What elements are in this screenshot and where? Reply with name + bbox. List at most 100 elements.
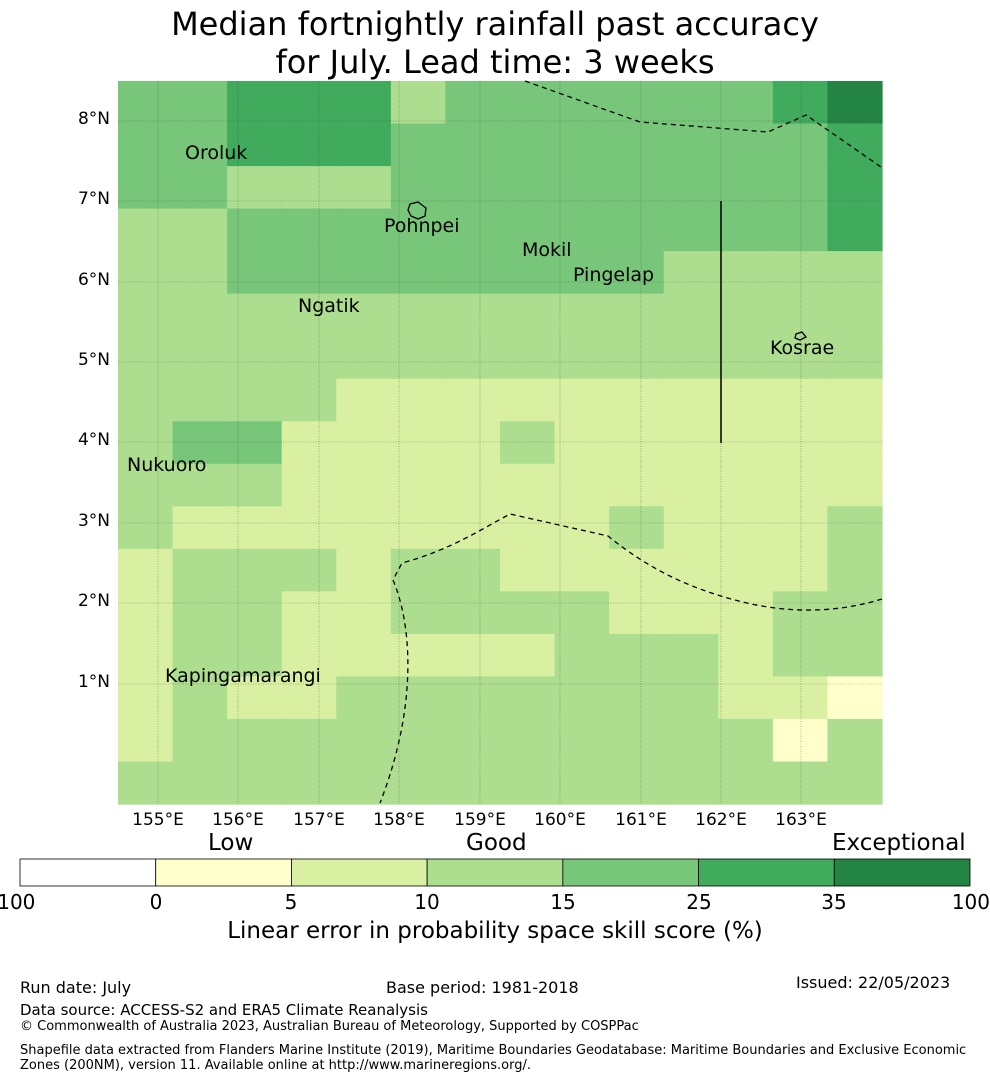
kosrae-outline	[794, 331, 808, 341]
skill-cell	[500, 548, 556, 592]
skill-cell	[609, 123, 665, 167]
skill-cell	[663, 208, 719, 252]
skill-cell	[772, 293, 829, 337]
skill-cell	[390, 81, 447, 125]
skill-cell	[718, 81, 774, 125]
skill-cell	[609, 251, 665, 295]
skill-cell	[118, 591, 174, 635]
skill-cell	[227, 336, 283, 380]
skill-cell	[663, 548, 719, 592]
colorbar-tick-label: -100	[0, 890, 36, 914]
shapefile-credit: Shapefile data extracted from Flanders M…	[20, 1043, 967, 1073]
skill-cell	[500, 378, 556, 422]
skill-cell	[118, 208, 174, 252]
colorbar-tick-label: 15	[550, 890, 576, 914]
skill-cell	[609, 293, 665, 337]
skill-cell	[827, 718, 883, 763]
skill-cell	[663, 378, 719, 422]
skill-cell	[772, 761, 829, 805]
skill-cell	[445, 251, 501, 295]
skill-cell	[227, 421, 283, 465]
skill-cell	[227, 293, 283, 337]
skill-cell	[118, 336, 174, 380]
skill-cell	[827, 463, 883, 507]
skill-cell	[118, 676, 174, 720]
colorbar-tick-label: 25	[686, 890, 712, 914]
skill-cell	[827, 166, 883, 210]
skill-cell	[772, 166, 829, 210]
skill-cell	[336, 293, 392, 337]
lat-tick-label: 7°N	[77, 189, 110, 209]
colorbar-tick-label: 35	[821, 890, 847, 914]
skill-cell	[772, 378, 829, 422]
skill-cell	[227, 506, 283, 550]
skill-cell	[445, 123, 501, 167]
skill-cell	[500, 166, 556, 210]
skill-cell	[663, 293, 719, 337]
skill-cell	[772, 718, 829, 763]
place-label-kosrae: Kosrae	[770, 337, 835, 359]
skill-cell	[554, 421, 610, 465]
skill-cell	[390, 506, 447, 550]
data-source: Data source: ACCESS-S2 and ERA5 Climate …	[20, 1001, 428, 1019]
skill-cell	[227, 208, 283, 252]
skill-cell	[609, 378, 665, 422]
skill-cell	[172, 548, 228, 592]
skill-cell	[554, 293, 610, 337]
place-label-nukuoro: Nukuoro	[127, 454, 207, 476]
skill-cell	[172, 676, 228, 720]
skill-cell	[772, 591, 829, 635]
skill-cell	[281, 378, 337, 422]
skill-cell	[609, 676, 665, 720]
skill-cell	[827, 633, 883, 678]
skill-cell	[718, 548, 774, 592]
skill-cell	[554, 761, 610, 805]
pohnpei-outline	[407, 201, 427, 220]
skill-cell	[500, 421, 556, 465]
skill-cell	[772, 463, 829, 507]
colorbar-tick-label: 0	[149, 890, 163, 914]
skill-cell	[281, 548, 337, 592]
skill-cell	[281, 208, 337, 252]
skill-cell	[118, 463, 174, 507]
lat-tick-label: 1°N	[77, 672, 110, 692]
skill-cell	[172, 633, 228, 678]
lat-tick-label: 4°N	[77, 430, 110, 450]
skill-cell	[336, 251, 392, 295]
skill-cell	[172, 123, 228, 167]
skill-cell	[227, 123, 283, 167]
colorbar-label: Linear error in probability space skill …	[227, 918, 763, 944]
issued-date: Issued: 22/05/2023	[796, 973, 951, 992]
skill-cell	[336, 633, 392, 678]
skill-cell	[827, 761, 883, 805]
skill-cell	[554, 208, 610, 252]
skill-cell	[445, 718, 501, 763]
skill-cell	[445, 506, 501, 550]
skill-cell	[172, 761, 228, 805]
colorbar-segment	[426, 858, 564, 887]
colorbar-segment	[19, 858, 157, 887]
run-date: Run date: July	[20, 978, 132, 997]
skill-cell	[718, 761, 774, 805]
skill-cell	[445, 208, 501, 252]
lon-tick-label: 155°E	[132, 810, 184, 830]
skill-cell	[500, 506, 556, 550]
place-label-kapingamarangi: Kapingamarangi	[165, 665, 321, 687]
colorbar-tick-label: 5	[284, 890, 298, 914]
skill-cell	[609, 336, 665, 380]
skill-cell	[118, 251, 174, 295]
skill-cell	[718, 336, 774, 380]
skill-cell	[118, 166, 174, 210]
skill-cell	[227, 378, 283, 422]
skill-cell	[718, 166, 774, 210]
skill-cell	[118, 123, 174, 167]
skill-cell	[718, 421, 774, 465]
lon-tick-label: 163°E	[775, 810, 827, 830]
skill-cell	[445, 166, 501, 210]
skill-cell	[336, 463, 392, 507]
skill-cell	[172, 591, 228, 635]
skill-cell	[827, 548, 883, 592]
skill-cell	[172, 378, 228, 422]
lat-tick-label: 6°N	[77, 270, 110, 290]
